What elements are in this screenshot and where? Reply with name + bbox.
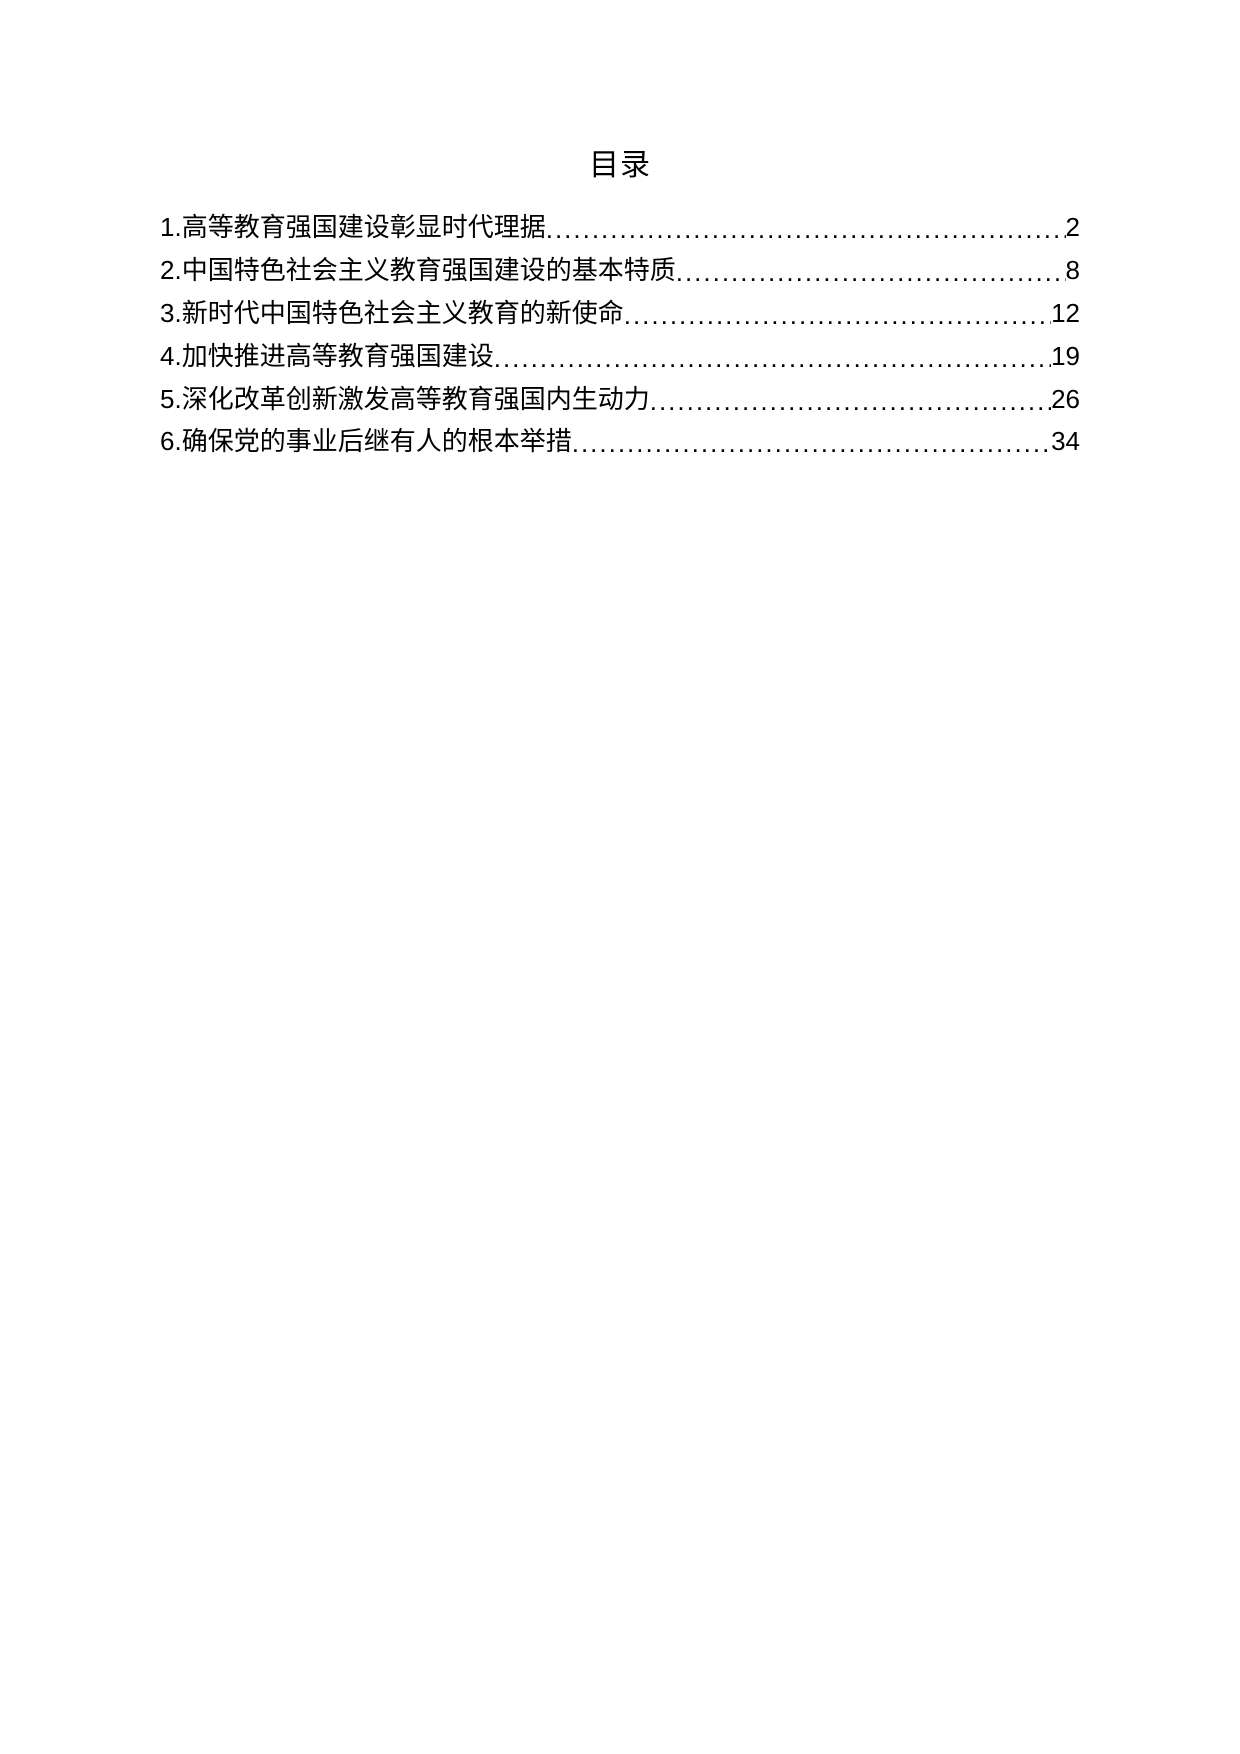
toc-leader-dots bbox=[676, 251, 1066, 294]
toc-entry-text: 4.加快推进高等教育强国建设 bbox=[160, 335, 494, 378]
toc-entry: 3.新时代中国特色社会主义教育的新使命 12 bbox=[160, 292, 1080, 335]
toc-entry-text: 2.中国特色社会主义教育强国建设的基本特质 bbox=[160, 249, 676, 292]
toc-page-number: 34 bbox=[1051, 420, 1080, 463]
toc-leader-dots bbox=[650, 380, 1051, 423]
toc-leader-dots bbox=[494, 337, 1051, 380]
toc-page-number: 19 bbox=[1051, 335, 1080, 378]
toc-entry: 4.加快推进高等教育强国建设 19 bbox=[160, 335, 1080, 378]
toc-entry-text: 5.深化改革创新激发高等教育强国内生动力 bbox=[160, 378, 650, 421]
toc-title: 目录 bbox=[160, 140, 1080, 184]
toc-leader-dots bbox=[624, 294, 1051, 337]
toc-entry: 5.深化改革创新激发高等教育强国内生动力 26 bbox=[160, 378, 1080, 421]
toc-page-number: 8 bbox=[1066, 249, 1080, 292]
toc-entry: 6.确保党的事业后继有人的根本举措 34 bbox=[160, 420, 1080, 463]
document-page: 目录 1.高等教育强国建设彰显时代理据 2 2.中国特色社会主义教育强国建设的基… bbox=[0, 0, 1240, 463]
toc-page-number: 12 bbox=[1051, 292, 1080, 335]
toc-leader-dots bbox=[572, 422, 1051, 465]
toc-list: 1.高等教育强国建设彰显时代理据 2 2.中国特色社会主义教育强国建设的基本特质… bbox=[160, 206, 1080, 463]
toc-leader-dots bbox=[546, 208, 1066, 251]
toc-entry: 1.高等教育强国建设彰显时代理据 2 bbox=[160, 206, 1080, 249]
toc-page-number: 26 bbox=[1051, 378, 1080, 421]
toc-entry: 2.中国特色社会主义教育强国建设的基本特质 8 bbox=[160, 249, 1080, 292]
toc-entry-text: 1.高等教育强国建设彰显时代理据 bbox=[160, 206, 546, 249]
toc-entry-text: 6.确保党的事业后继有人的根本举措 bbox=[160, 420, 572, 463]
toc-entry-text: 3.新时代中国特色社会主义教育的新使命 bbox=[160, 292, 624, 335]
toc-page-number: 2 bbox=[1066, 206, 1080, 249]
